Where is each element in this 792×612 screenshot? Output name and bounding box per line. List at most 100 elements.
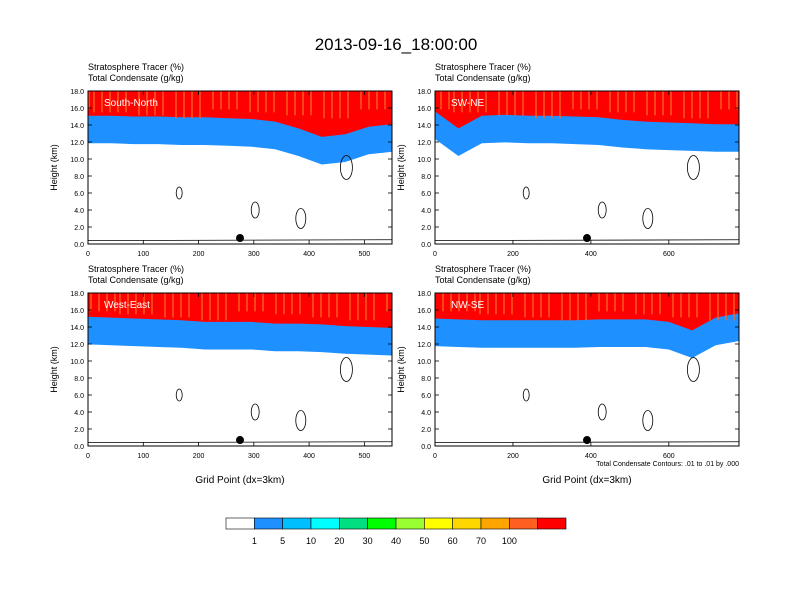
tracer-streak bbox=[328, 293, 330, 318]
colorbar-box bbox=[282, 517, 312, 530]
x-tick-label: 200 bbox=[507, 453, 519, 460]
tracer-streak bbox=[162, 91, 164, 116]
panel-plot-area bbox=[88, 91, 392, 241]
tracer-streak bbox=[707, 91, 709, 119]
y-tick-label: 14.0 bbox=[70, 325, 84, 332]
tracer-streak bbox=[357, 293, 359, 321]
tracer-streak bbox=[717, 293, 719, 321]
x-tick-label: 0 bbox=[433, 251, 437, 258]
tracer-streak bbox=[275, 293, 277, 315]
y-axis-label: Height (km) bbox=[396, 144, 406, 191]
tracer-streak bbox=[662, 91, 664, 116]
y-tick-label: 0.0 bbox=[421, 242, 431, 249]
tracer-streak bbox=[495, 293, 497, 315]
condensate-contour bbox=[687, 357, 700, 382]
y-tick-label: 8.0 bbox=[74, 376, 84, 383]
field-label-condensate: Total Condensate (g/kg) bbox=[435, 73, 531, 83]
tracer-streak bbox=[596, 91, 598, 110]
tracer-streak bbox=[109, 91, 111, 113]
tracer-streak bbox=[199, 91, 201, 119]
y-tick-label: 4.0 bbox=[74, 208, 84, 215]
y-tick-label: 12.0 bbox=[70, 342, 84, 349]
tracer-streak bbox=[373, 293, 375, 321]
tracer-streak bbox=[736, 91, 738, 110]
colorbar-label: 100 bbox=[502, 536, 517, 546]
tracer-streak bbox=[339, 91, 341, 119]
field-label-condensate: Total Condensate (g/kg) bbox=[435, 275, 531, 285]
x-tick-label: 400 bbox=[303, 251, 315, 258]
y-tick-label: 10.0 bbox=[417, 157, 431, 164]
tracer-streak bbox=[138, 91, 140, 116]
x-axis-label: Grid Point (dx=3km) bbox=[195, 475, 284, 486]
tracer-streak bbox=[506, 91, 508, 116]
tracer-streak bbox=[524, 293, 526, 318]
tracer-streak bbox=[598, 293, 600, 312]
y-tick-label: 16.0 bbox=[417, 308, 431, 315]
tracer-streak bbox=[384, 91, 386, 110]
tracer-streak bbox=[646, 91, 648, 116]
colorbar-box bbox=[339, 517, 368, 530]
tracer-streak bbox=[535, 91, 537, 119]
y-tick-label: 6.0 bbox=[421, 191, 431, 198]
tracer-streak bbox=[154, 91, 156, 116]
figure-title: 2013-09-16_18:00:00 bbox=[315, 35, 478, 54]
tracer-streak bbox=[125, 91, 127, 113]
x-tick-label: 500 bbox=[359, 251, 371, 258]
tracer-streak bbox=[262, 293, 264, 312]
panel-south-north: Stratosphere Tracer (%)Total Condensate … bbox=[49, 62, 393, 258]
condensate-contour bbox=[642, 208, 654, 229]
tracer-streak bbox=[450, 293, 452, 312]
colorbar-label: 30 bbox=[363, 536, 373, 546]
x-tick-label: 100 bbox=[137, 453, 149, 460]
tracer-streak bbox=[360, 91, 362, 110]
panel-label: NW-SE bbox=[451, 300, 484, 311]
tracer-streak bbox=[466, 293, 468, 312]
tracer-streak bbox=[212, 91, 214, 110]
y-tick-label: 2.0 bbox=[421, 427, 431, 434]
tracer-streak bbox=[93, 91, 95, 113]
condensate-contour bbox=[687, 155, 700, 180]
y-axis-label: Height (km) bbox=[49, 144, 59, 191]
x-tick-label: 200 bbox=[193, 453, 205, 460]
tracer-streak bbox=[101, 91, 103, 113]
tracer-streak bbox=[569, 293, 571, 321]
tracer-streak bbox=[614, 293, 616, 312]
tracer-streak bbox=[485, 91, 487, 113]
tracer-streak bbox=[302, 91, 304, 116]
condensate-contour bbox=[642, 410, 654, 431]
condensate-contour bbox=[522, 388, 530, 402]
tracer-streak bbox=[286, 91, 288, 116]
colorbar-label: 40 bbox=[391, 536, 401, 546]
tracer-streak bbox=[183, 91, 185, 119]
tracer-streak bbox=[135, 293, 137, 315]
y-tick-label: 18.0 bbox=[70, 291, 84, 298]
panel-label: SW-NE bbox=[451, 98, 484, 109]
tracer-streak bbox=[386, 293, 388, 312]
tracer-streak bbox=[514, 91, 516, 116]
tracer-streak bbox=[540, 293, 542, 318]
tracer-streak bbox=[633, 91, 635, 113]
tracer-streak bbox=[119, 293, 121, 315]
y-tick-label: 16.0 bbox=[70, 106, 84, 113]
colorbar-label: 60 bbox=[448, 536, 458, 546]
x-tick-label: 0 bbox=[86, 453, 90, 460]
x-tick-label: 300 bbox=[248, 453, 260, 460]
x-tick-label: 400 bbox=[585, 453, 597, 460]
tracer-streak bbox=[635, 293, 637, 315]
tracer-streak bbox=[376, 91, 378, 110]
tracer-streak bbox=[469, 91, 471, 113]
panel-plot-area bbox=[88, 293, 392, 443]
tracer-streak bbox=[479, 293, 481, 315]
condensate-contour bbox=[175, 186, 183, 200]
tracer-streak bbox=[617, 91, 619, 113]
x-tick-label: 0 bbox=[433, 453, 437, 460]
tracer-streak bbox=[548, 293, 550, 318]
tracer-streak bbox=[228, 91, 230, 110]
tracer-streak bbox=[310, 91, 312, 116]
tracer-streak bbox=[461, 91, 463, 113]
tracer-streak bbox=[503, 293, 505, 315]
x-tick-label: 400 bbox=[585, 251, 597, 258]
tracer-streak bbox=[580, 91, 582, 110]
condensate-contour bbox=[175, 388, 183, 402]
